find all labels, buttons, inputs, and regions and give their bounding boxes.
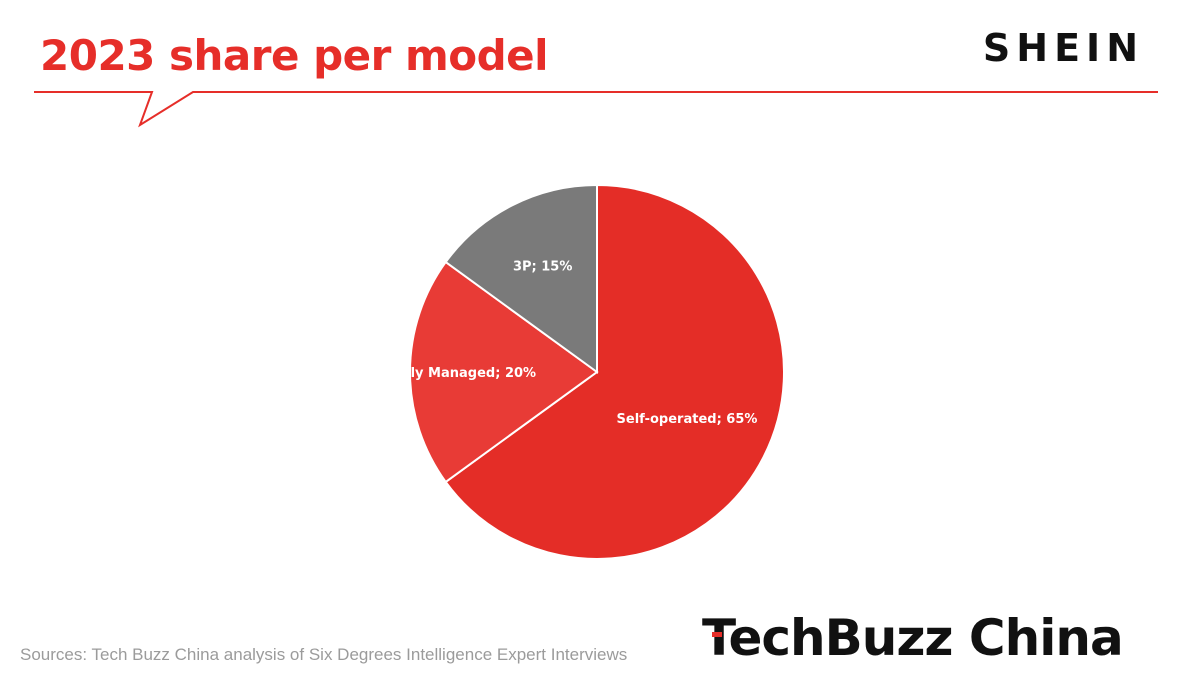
pie-label-fully-managed: Fully Managed; 20% — [389, 366, 536, 381]
pie-slice-3p — [444, 183, 598, 374]
pie-slice-self-operated — [444, 183, 785, 560]
title-callout-line — [34, 91, 1158, 128]
pie-label-self-operated: Self-operated; 65% — [617, 412, 758, 427]
brand-logo: SHEIN — [982, 26, 1144, 70]
footer-logo-accent — [712, 632, 722, 637]
pie-slice-fully-managed — [409, 260, 599, 484]
page-title: 2023 share per model — [40, 31, 549, 80]
source-note: Sources: Tech Buzz China analysis of Six… — [20, 645, 628, 664]
pie-label-3p: 3P; 15% — [513, 259, 572, 274]
footer-logo: TechBuzz China — [702, 609, 1124, 667]
